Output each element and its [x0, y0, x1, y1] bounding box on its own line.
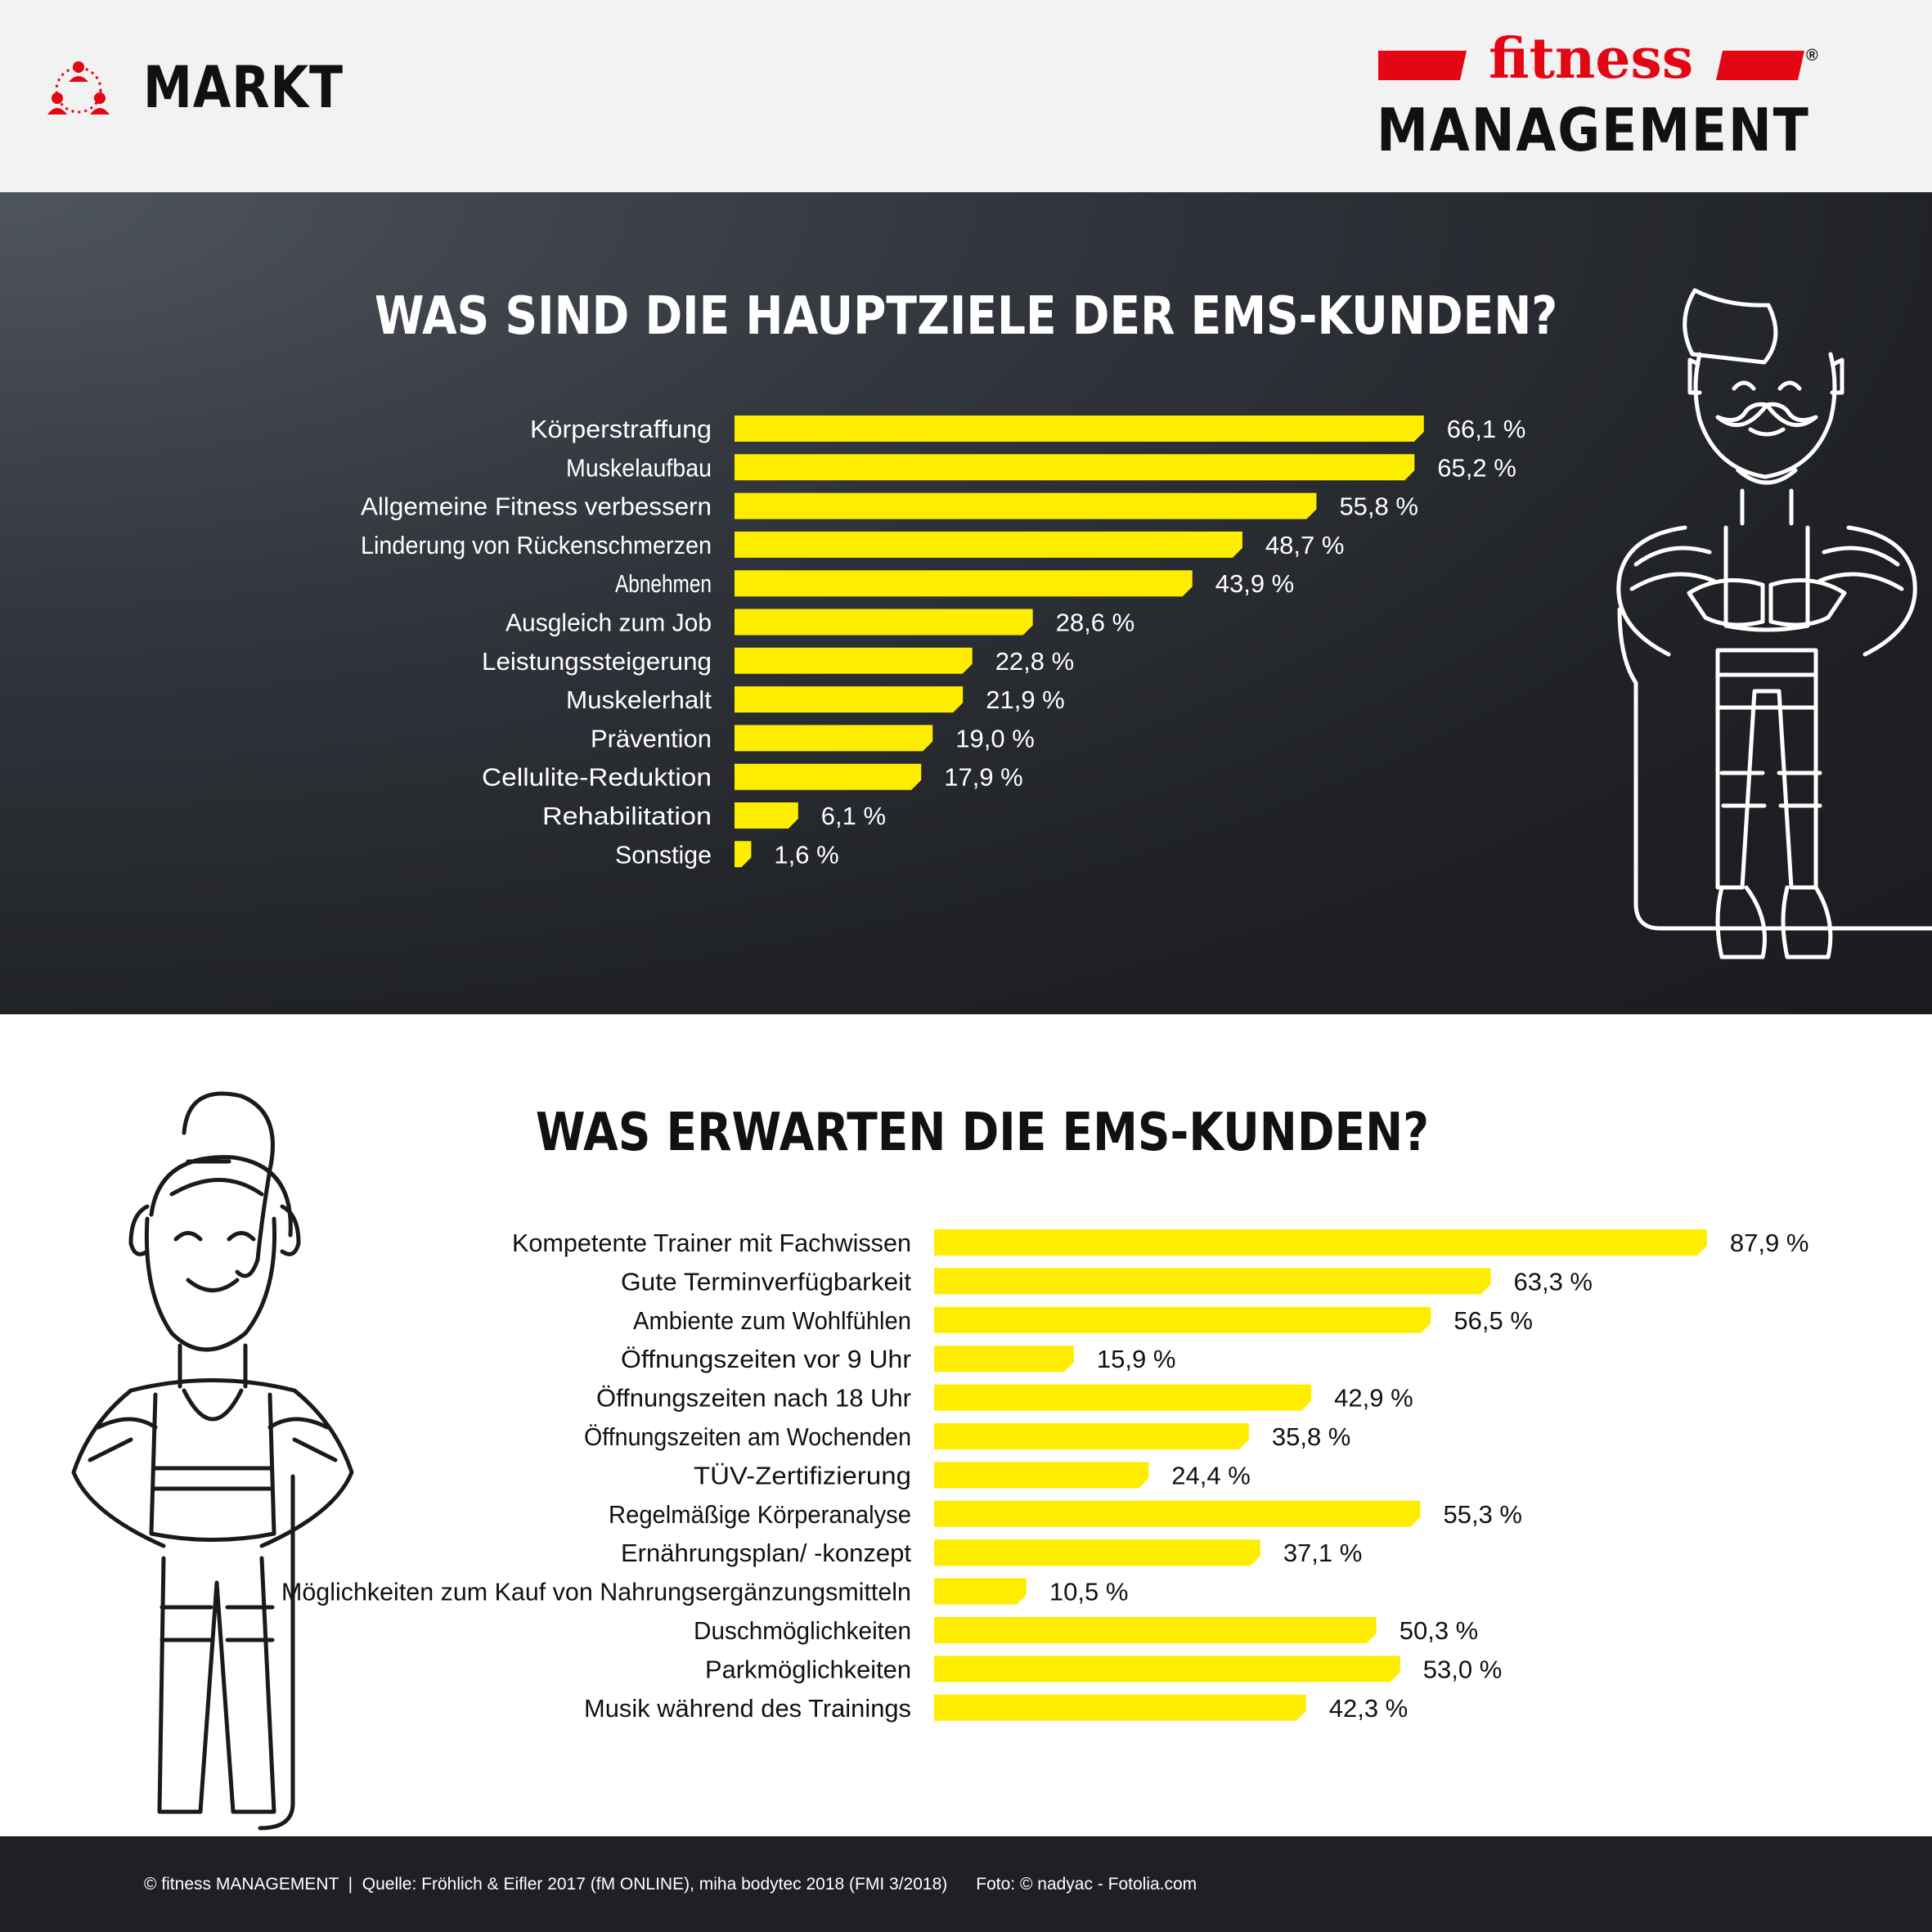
expectations-category-label: Öffnungszeiten nach 18 Uhr	[596, 1384, 911, 1413]
expectations-category-label: Möglichkeiten zum Kauf von Nahrungsergän…	[281, 1578, 911, 1606]
goals-category-label: Prävention	[591, 724, 712, 753]
goals-bar	[735, 802, 798, 829]
expectations-value-label: 37,1 %	[1283, 1539, 1363, 1567]
expectations-value-label: 56,5 %	[1453, 1306, 1533, 1335]
goals-value-label: 43,9 %	[1215, 569, 1295, 598]
expectations-value-label: 63,3 %	[1513, 1267, 1593, 1296]
man-in-ems-suit-illustration	[1616, 288, 1932, 959]
goals-category-label: Abnehmen	[615, 569, 712, 598]
goals-value-label: 21,9 %	[986, 685, 1065, 714]
goals-bar	[735, 454, 1415, 481]
goals-value-label: 17,9 %	[944, 763, 1023, 792]
goals-value-label: 1,6 %	[774, 840, 838, 869]
goals-category-label: Ausgleich zum Job	[505, 609, 712, 637]
expectations-value-label: 53,0 %	[1423, 1655, 1503, 1683]
goals-category-label: Sonstige	[615, 840, 712, 869]
expectations-bar	[934, 1423, 1249, 1449]
expectations-value-label: 35,8 %	[1272, 1422, 1351, 1451]
goals-bar	[735, 492, 1317, 519]
expectations-value-label: 15,9 %	[1097, 1345, 1176, 1373]
expectations-category-label: Kompetente Trainer mit Fachwissen	[512, 1229, 911, 1257]
goals-bar	[735, 725, 933, 752]
expectations-bar	[934, 1346, 1074, 1373]
expectations-bar	[934, 1229, 1707, 1256]
header-bar: MARKT fitness ® MANAGEMENT	[0, 0, 1932, 192]
logo-registered-mark: ®	[1806, 47, 1818, 65]
expectations-bar	[934, 1268, 1491, 1295]
goals-value-label: 28,6 %	[1056, 609, 1135, 637]
expectations-category-label: Öffnungszeiten am Wochenden	[584, 1422, 911, 1451]
goals-category-label: Cellulite-Reduktion	[482, 763, 712, 792]
expectations-bar	[934, 1617, 1377, 1643]
goals-category-label: Muskelerhalt	[566, 685, 712, 714]
goals-value-label: 48,7 %	[1265, 531, 1345, 559]
goals-category-label: Körperstraffung	[530, 415, 712, 443]
expectations-category-label: Ambiente zum Wohlfühlen	[633, 1306, 911, 1335]
footer-copyright: © fitness MANAGEMENT	[144, 1875, 339, 1894]
goals-value-label: 6,1 %	[821, 802, 886, 830]
footer-photo-credit: Foto: © nadyac - Fotolia.com	[976, 1875, 1197, 1894]
goals-bar	[735, 416, 1424, 442]
expectations-bar	[934, 1500, 1421, 1527]
expectations-bar	[934, 1462, 1149, 1489]
goals-category-label: Leistungssteigerung	[482, 647, 712, 676]
goals-section	[0, 192, 1932, 1014]
expectations-category-label: Öffnungszeiten vor 9 Uhr	[621, 1345, 911, 1373]
expectations-category-label: Regelmäßige Körperanalyse	[609, 1500, 911, 1529]
goals-bar	[735, 570, 1193, 597]
expectations-bar	[934, 1539, 1260, 1566]
expectations-value-label: 87,9 %	[1730, 1229, 1809, 1257]
expectations-bar	[934, 1578, 1027, 1605]
expectations-value-label: 50,3 %	[1400, 1616, 1479, 1645]
expectations-value-label: 55,3 %	[1443, 1500, 1522, 1529]
expectations-chart-title: WAS ERWARTEN DIE EMS-KUNDEN?	[535, 1103, 1430, 1163]
goals-value-label: 65,2 %	[1437, 453, 1516, 482]
expectations-value-label: 10,5 %	[1049, 1578, 1129, 1606]
footer-source: Quelle: Fröhlich & Eifler 2017 (fM ONLIN…	[362, 1875, 948, 1894]
goals-bar	[735, 647, 973, 674]
goals-value-label: 22,8 %	[995, 647, 1075, 676]
footer-credits: © fitness MANAGEMENT | Quelle: Fröhlich …	[144, 1875, 1197, 1894]
goals-category-label: Linderung von Rückenschmerzen	[361, 531, 712, 559]
logo-stripe-right	[1716, 51, 1804, 80]
goals-bar	[735, 609, 1033, 636]
goals-value-label: 55,8 %	[1339, 492, 1418, 521]
logo-fitness-text: fitness	[1489, 26, 1694, 92]
logo-stripe-left	[1378, 51, 1467, 80]
goals-bar	[735, 531, 1242, 558]
expectations-category-label: Duschmöglichkeiten	[694, 1616, 911, 1645]
expectations-category-label: TÜV-Zertifizierung	[694, 1461, 911, 1489]
logo-management-text: MANAGEMENT	[1377, 96, 1810, 164]
expectations-bar	[934, 1656, 1400, 1683]
expectations-category-label: Parkmöglichkeiten	[705, 1655, 911, 1683]
people-network-icon	[47, 61, 110, 115]
goals-category-label: Allgemeine Fitness verbessern	[361, 492, 712, 521]
goals-category-label: Rehabilitation	[542, 802, 712, 830]
section-label: MARKT	[143, 54, 344, 121]
expectations-category-label: Musik während des Trainings	[584, 1694, 911, 1723]
expectations-category-label: Gute Terminverfügbarkeit	[621, 1267, 911, 1296]
goals-value-label: 66,1 %	[1447, 415, 1526, 443]
expectations-value-label: 24,4 %	[1171, 1461, 1251, 1489]
expectations-value-label: 42,3 %	[1329, 1694, 1409, 1723]
footer-bar: © fitness MANAGEMENT | Quelle: Fröhlich …	[0, 1836, 1932, 1932]
goals-category-label: Muskelaufbau	[566, 453, 712, 482]
goals-chart-title: WAS SIND DIE HAUPTZIELE DER EMS-KUNDEN?	[374, 286, 1558, 347]
goals-value-label: 19,0 %	[955, 724, 1035, 753]
footer-separator: |	[348, 1875, 353, 1894]
goals-bar	[735, 763, 922, 790]
expectations-bar	[934, 1384, 1312, 1411]
expectations-category-label: Ernährungsplan/ -konzept	[621, 1539, 911, 1567]
expectations-bar	[934, 1694, 1306, 1721]
expectations-value-label: 42,9 %	[1334, 1384, 1413, 1413]
woman-in-ems-suit-illustration	[71, 1091, 354, 1831]
goals-bar	[735, 686, 964, 713]
expectations-bar	[934, 1306, 1431, 1333]
goals-bar	[735, 841, 752, 868]
